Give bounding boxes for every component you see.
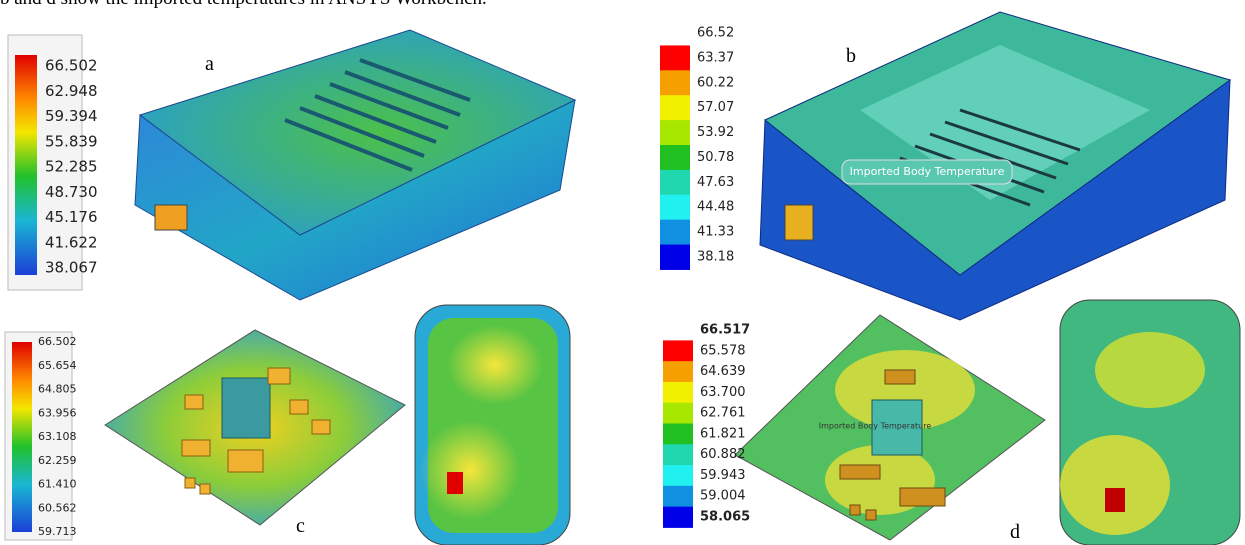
figure: b and d show the imported temperatures i… [0, 0, 1245, 545]
colorbar-band [663, 340, 693, 361]
legend-label: 55.839 [45, 132, 98, 150]
legend-label: 63.700 [700, 385, 746, 400]
port [155, 205, 187, 230]
legend-label: 59.713 [38, 525, 77, 538]
colorbar-band [663, 465, 693, 486]
heatsink [222, 378, 270, 438]
legend-label: 61.410 [38, 478, 77, 491]
legend-label: 52.285 [45, 158, 98, 176]
colorbar-band [660, 120, 690, 145]
legend-label: 66.502 [45, 57, 98, 75]
legend-label: 63.37 [697, 50, 734, 65]
colorbar-band [660, 45, 690, 70]
colorbar-band [663, 424, 693, 445]
panel-label: d [1010, 521, 1020, 543]
panel-label: c [296, 515, 305, 537]
legend-label: 58.065 [700, 510, 750, 525]
legend-label: 60.882 [700, 447, 746, 462]
legend-label: 45.176 [45, 208, 98, 226]
legend-label: 64.805 [38, 383, 77, 396]
legend-label: 66.517 [700, 323, 750, 338]
legend-label: 66.502 [38, 335, 77, 348]
legend-label: 47.63 [697, 175, 734, 190]
colorbar-band [660, 245, 690, 270]
legend-label: 60.562 [38, 501, 77, 514]
legend-label: 59.004 [700, 489, 746, 504]
hot-zone [447, 325, 543, 405]
colorbar [12, 342, 32, 532]
legend-label: 41.33 [697, 225, 734, 240]
port [785, 205, 813, 240]
legend-label: 66.52 [697, 26, 734, 41]
legend-label: 53.92 [697, 125, 734, 140]
annotation: Imported Body Temperature [819, 422, 932, 431]
colorbar-band [663, 382, 693, 403]
annotation: Imported Body Temperature [850, 165, 1005, 178]
legend-label: 59.394 [45, 107, 98, 125]
legend-label: 63.956 [38, 406, 77, 419]
panel-label: b [846, 45, 856, 67]
hot-zone [1060, 435, 1170, 535]
hot-spot [447, 472, 463, 494]
colorbar-band [660, 70, 690, 95]
legend-label: 38.067 [45, 259, 98, 277]
legend-label: 65.654 [38, 359, 77, 372]
legend-label: 50.78 [697, 150, 734, 165]
legend-label: 38.18 [697, 250, 734, 265]
legend-label: 62.259 [38, 454, 77, 467]
legend-label: 44.48 [697, 200, 734, 215]
legend-label: 59.943 [700, 468, 746, 483]
colorbar-band [660, 170, 690, 195]
colorbar-band [663, 361, 693, 382]
legend-label: 63.108 [38, 430, 77, 443]
hot-spot [1105, 488, 1125, 512]
colorbar-band [660, 145, 690, 170]
colorbar-band [660, 95, 690, 120]
legend-label: 41.622 [45, 233, 98, 251]
legend-label: 60.22 [697, 75, 734, 90]
colorbar-band [663, 403, 693, 424]
legend-label: 61.821 [700, 426, 746, 441]
caption: b and d show the imported temperatures i… [0, 0, 487, 9]
hot-zone [1095, 332, 1205, 408]
legend-label: 57.07 [697, 100, 734, 115]
panel-label: a [205, 53, 214, 75]
legend-label: 62.948 [45, 82, 98, 100]
colorbar-band [663, 507, 693, 528]
colorbar-band [660, 220, 690, 245]
colorbar-band [663, 444, 693, 465]
colorbar [15, 55, 37, 275]
legend-label: 62.761 [700, 406, 746, 421]
legend-label: 48.730 [45, 183, 98, 201]
hot-zone [420, 420, 520, 520]
colorbar-band [663, 486, 693, 507]
colorbar-band [660, 195, 690, 220]
legend-label: 65.578 [700, 343, 746, 358]
legend-label: 64.639 [700, 364, 746, 379]
